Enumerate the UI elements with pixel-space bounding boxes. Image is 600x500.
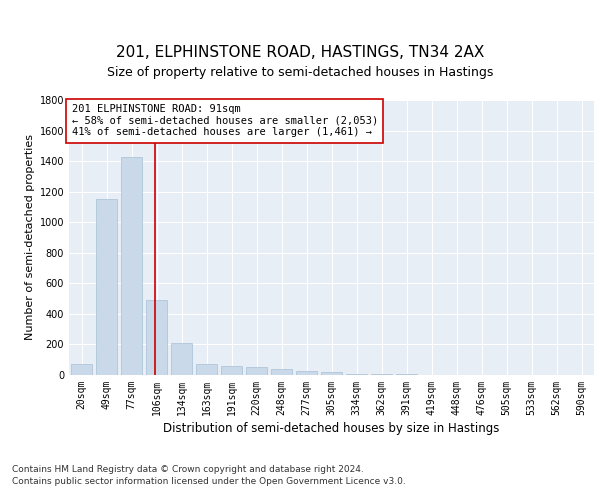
Bar [396,374,417,375]
Bar [321,372,342,375]
Bar [71,364,92,375]
Text: Size of property relative to semi-detached houses in Hastings: Size of property relative to semi-detach… [107,66,493,79]
Text: Contains public sector information licensed under the Open Government Licence v3: Contains public sector information licen… [12,476,406,486]
X-axis label: Distribution of semi-detached houses by size in Hastings: Distribution of semi-detached houses by … [163,422,500,435]
Text: Contains HM Land Registry data © Crown copyright and database right 2024.: Contains HM Land Registry data © Crown c… [12,464,364,473]
Bar [271,369,292,375]
Bar [221,366,242,375]
Bar [146,300,167,375]
Text: 201 ELPHINSTONE ROAD: 91sqm
← 58% of semi-detached houses are smaller (2,053)
41: 201 ELPHINSTONE ROAD: 91sqm ← 58% of sem… [71,104,378,138]
Bar [371,374,392,375]
Y-axis label: Number of semi-detached properties: Number of semi-detached properties [25,134,35,340]
Bar [96,200,117,375]
Bar [246,368,267,375]
Text: 201, ELPHINSTONE ROAD, HASTINGS, TN34 2AX: 201, ELPHINSTONE ROAD, HASTINGS, TN34 2A… [116,45,484,60]
Bar [296,370,317,375]
Bar [196,364,217,375]
Bar [171,343,192,375]
Bar [121,156,142,375]
Bar [346,374,367,375]
